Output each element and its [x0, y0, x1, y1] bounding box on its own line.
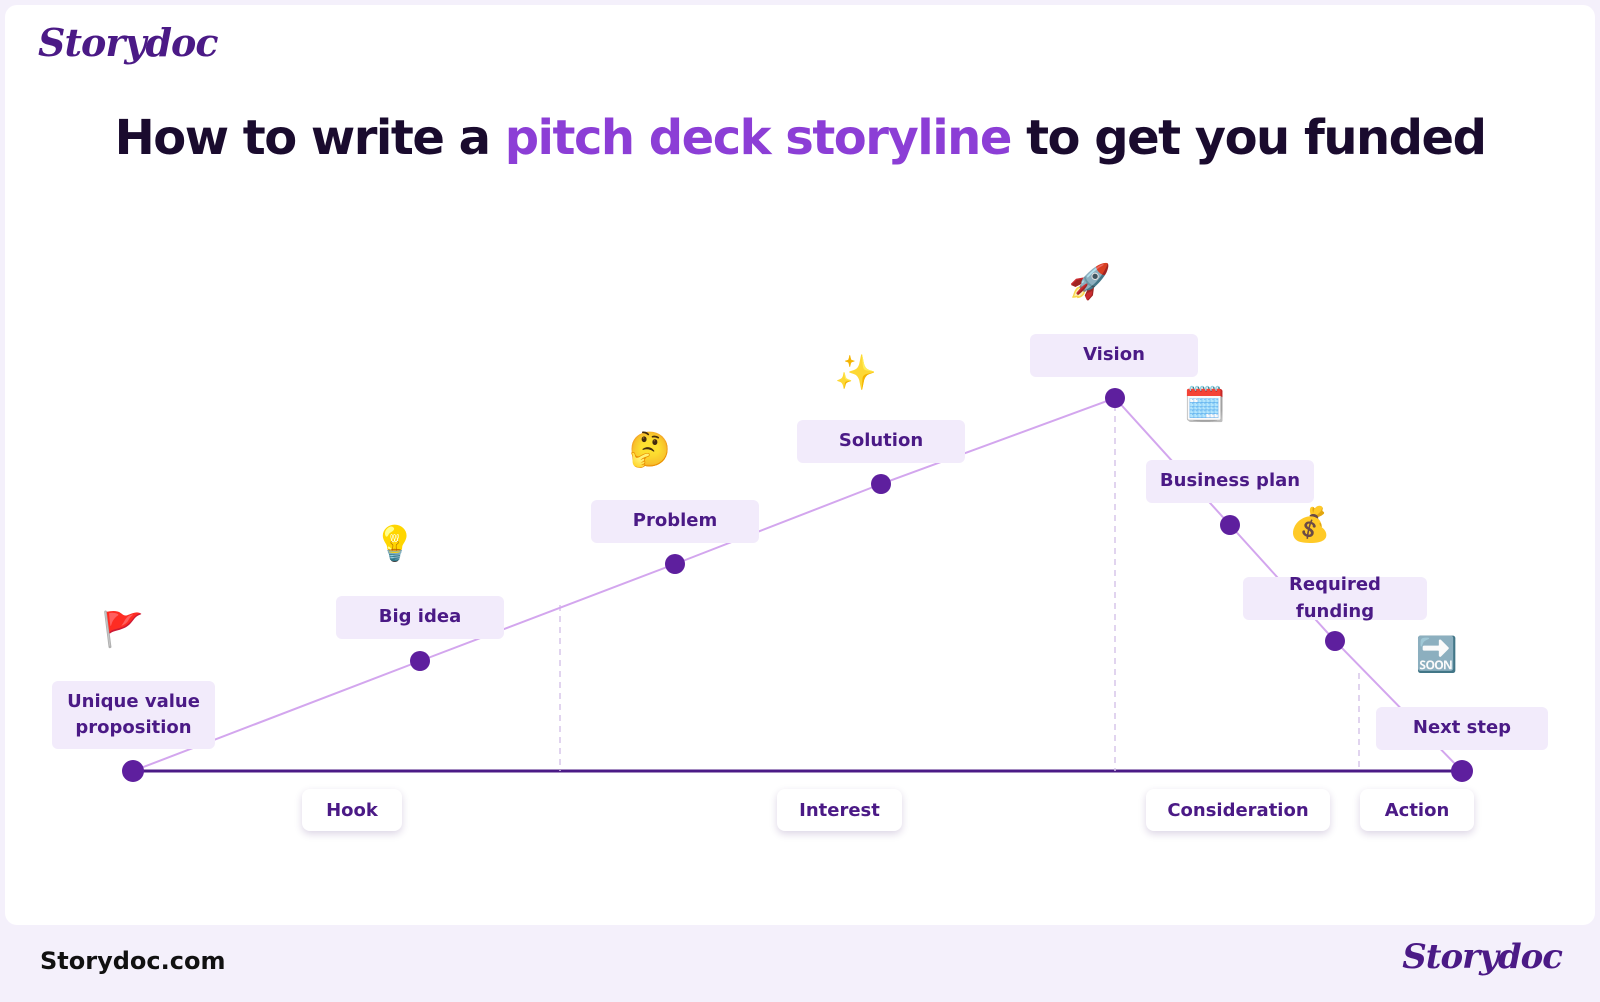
- step-label-unique-value-proposition: Unique value proposition: [52, 681, 215, 749]
- footer-url[interactable]: Storydoc.com: [40, 947, 226, 975]
- storyline-point: [665, 554, 685, 574]
- sparkles-icon: ✨: [834, 353, 878, 393]
- storyline-start-point: [122, 760, 144, 782]
- storyline-end-point: [1451, 760, 1473, 782]
- footer: Storydoc.com Storydoc: [0, 925, 1600, 1002]
- storyline-path: [132, 396, 1463, 772]
- step-label-solution: Solution: [797, 420, 965, 463]
- stage-label-interest: Interest: [777, 789, 902, 831]
- storyline-point: [1220, 515, 1240, 535]
- soon-arrow-icon: 🔜: [1415, 635, 1459, 675]
- stage-label-hook: Hook: [302, 789, 402, 831]
- page-title: How to write a pitch deck storyline to g…: [0, 110, 1600, 166]
- calendar-icon: 🗓️: [1183, 385, 1227, 425]
- money-bag-icon: 💰: [1288, 505, 1332, 545]
- title-part-1: How to write a: [114, 110, 505, 166]
- storyline-point: [1105, 388, 1125, 408]
- storyline-point: [871, 474, 891, 494]
- step-label-next-step: Next step: [1376, 707, 1548, 750]
- stage-label-consideration: Consideration: [1146, 789, 1330, 831]
- storyline-point: [1325, 631, 1345, 651]
- footer-logo: Storydoc: [1402, 937, 1563, 977]
- red-flag-icon: 🚩: [101, 610, 145, 650]
- title-part-2: to get you funded: [1010, 110, 1487, 166]
- step-label-vision: Vision: [1030, 334, 1198, 377]
- title-highlight: pitch deck storyline: [504, 110, 1013, 166]
- storydoc-logo: Storydoc: [38, 20, 218, 65]
- step-label-big-idea: Big idea: [336, 596, 504, 639]
- storyline-point: [410, 651, 430, 671]
- step-label-required-funding: Required funding: [1243, 574, 1427, 622]
- stage-label-action: Action: [1360, 789, 1474, 831]
- light-bulb-icon: 💡: [373, 524, 417, 564]
- step-label-problem: Problem: [591, 500, 759, 543]
- rocket-icon: 🚀: [1068, 262, 1112, 302]
- thinking-face-icon: 🤔: [628, 430, 672, 470]
- step-label-business-plan: Business plan: [1146, 460, 1314, 503]
